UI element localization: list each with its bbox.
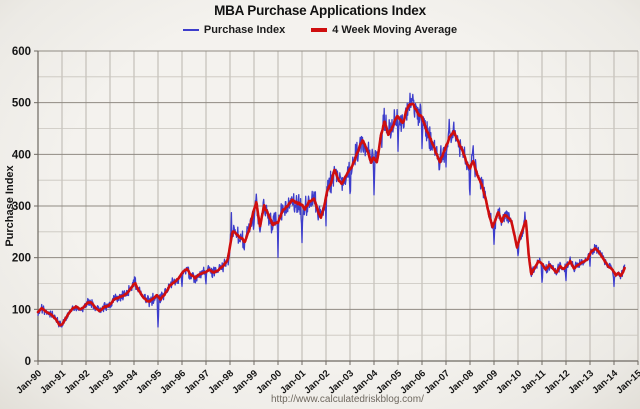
x-tick-label: Jan-90 — [14, 368, 44, 396]
x-tick-label: Jan-10 — [494, 368, 524, 396]
y-tick-label: 100 — [12, 304, 31, 316]
x-tick-label: Jan-91 — [38, 368, 68, 397]
x-tick-label: Jan-99 — [230, 368, 260, 396]
source-url: http://www.calculatedriskblog.com/ — [271, 394, 424, 405]
x-tick-label: Jan-97 — [182, 368, 212, 396]
y-tick-label: 300 — [12, 201, 31, 213]
x-tick-label: Jan-15 — [614, 368, 640, 397]
x-tick-label: Jan-93 — [86, 368, 116, 396]
y-tick-label: 0 — [25, 356, 31, 368]
y-tick-label: 200 — [12, 253, 31, 265]
x-tick-label: Jan-12 — [542, 368, 572, 396]
x-tick-label: Jan-04 — [350, 368, 380, 397]
x-tick-label: Jan-94 — [110, 368, 140, 397]
x-tick-label: Jan-00 — [254, 368, 284, 396]
x-tick-label: Jan-14 — [590, 368, 620, 397]
y-tick-label: 600 — [12, 46, 31, 58]
chart-title: MBA Purchase Applications Index — [214, 3, 426, 18]
y-axis-title: Purchase Index — [4, 164, 16, 246]
x-tick-label: Jan-07 — [422, 368, 452, 396]
legend-label-moving-average: 4 Week Moving Average — [332, 24, 458, 36]
x-tick-label: Jan-01 — [278, 368, 308, 397]
purchase-index-line-swatch — [182, 29, 199, 31]
x-tick-label: Jan-03 — [326, 368, 356, 396]
x-tick-label: Jan-95 — [134, 368, 164, 397]
x-tick-label: Jan-05 — [374, 368, 404, 397]
y-tick-label: 500 — [12, 98, 31, 110]
x-tick-label: Jan-98 — [206, 368, 236, 396]
x-tick-label: Jan-92 — [62, 368, 92, 396]
x-tick-label: Jan-09 — [470, 368, 500, 396]
y-tick-label: 400 — [12, 149, 31, 161]
x-tick-label: Jan-11 — [519, 368, 549, 396]
x-tick-label: Jan-08 — [446, 368, 476, 396]
moving-average-line — [36, 102, 626, 327]
x-tick-label: Jan-13 — [566, 368, 596, 396]
legend: Purchase Index 4 Week Moving Average — [0, 24, 640, 36]
legend-label-purchase-index: Purchase Index — [203, 24, 286, 36]
legend-item-moving-average: 4 Week Moving Average — [311, 24, 457, 36]
legend-item-purchase-index: Purchase Index — [182, 24, 286, 36]
x-tick-label: Jan-02 — [302, 368, 332, 396]
moving-average-line-swatch — [311, 28, 328, 32]
x-tick-label: Jan-06 — [398, 368, 428, 396]
x-tick-label: Jan-96 — [158, 368, 188, 396]
